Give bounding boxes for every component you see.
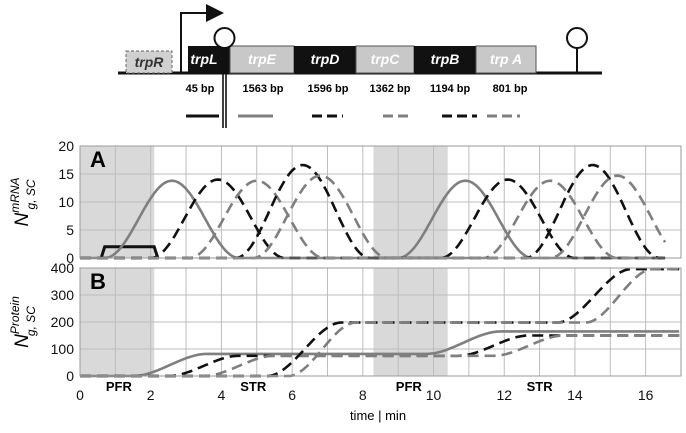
panel-b-ytick-label: 400 (51, 260, 75, 276)
panel-b-ytick-label: 300 (51, 287, 75, 303)
panel-b-xtick-label: 16 (638, 387, 654, 403)
gene-label-trpB: trpB (431, 51, 460, 67)
gene-label-trpR: trpR (135, 54, 165, 70)
panel-b-ytick-label: 200 (51, 314, 75, 330)
promoter-arrowhead (206, 4, 224, 22)
panel-b-xtick-label: 8 (359, 387, 367, 403)
panel-a-frame (79, 145, 682, 259)
panel-b-xtick-label: 0 (76, 387, 84, 403)
panel-a-series (80, 163, 667, 260)
gene-label-trpL: trpL (190, 51, 217, 67)
terminator-hairpin (566, 27, 588, 49)
gene-label-trpE: trpE (248, 51, 277, 67)
panel-a-ytick-label: 10 (58, 194, 74, 210)
panel-letter-b: B (90, 269, 106, 294)
panel-b-xtick-label: 6 (288, 387, 296, 403)
panel-a-series-trpl (99, 245, 160, 259)
period-label: STR (240, 379, 267, 394)
panel-b-xtick-label: 4 (218, 387, 226, 403)
panel-a-ytick-label: 15 (58, 166, 74, 182)
gene-box-trpD (294, 46, 356, 73)
panel-b-y-ticks: 0 100 200 300 400 (51, 260, 75, 384)
period-label: PFR (396, 379, 423, 394)
bp-label-trpD: 1596 bp (308, 83, 349, 95)
gene-box-trpC (355, 45, 415, 74)
bp-label-trpA: 801 bp (493, 83, 528, 95)
gene-box-trpR (125, 50, 173, 74)
panel-b-frame (79, 267, 682, 377)
panel-b-series-trpe (80, 330, 680, 378)
panel-a-ylabel: NmRNA g, SC (8, 177, 38, 226)
bp-label-trpC: 1362 bp (370, 83, 411, 95)
panel-b-ylabel-sub: g, SC (24, 306, 38, 336)
period-label: PFR (106, 379, 133, 394)
gene-label-trpD: trpD (311, 51, 340, 67)
panel-letter-a: A (90, 147, 106, 172)
panel-b-series-trpa (80, 267, 680, 378)
panel-b-series (80, 267, 680, 378)
panel-b-xtick-label: 14 (567, 387, 583, 403)
panel-a: 0 5 10 15 20 A NmRNA g, SC (8, 138, 682, 266)
x-axis-label: time | min (350, 408, 406, 423)
panel-b-period-labels: PFR STR PFR STR (106, 379, 553, 394)
bp-label-trpL: 45 bp (186, 83, 215, 95)
panel-b-xtick-label: 10 (426, 387, 442, 403)
gene-box-trpE (229, 45, 295, 74)
panel-a-ylabel-sup: mRNA (8, 177, 22, 212)
bp-label-trpE: 1563 bp (243, 83, 284, 95)
promoter-arrow (180, 12, 212, 73)
panel-a-series-trpd (80, 178, 666, 260)
operon-diagram: trpR trpL trpE trpD trpC trpB trp A 45 b… (118, 4, 602, 128)
panel-b-ylabel: NProtein g, SC (8, 296, 38, 348)
panel-b-ylabel-main: N (12, 334, 33, 348)
period-label: STR (527, 379, 554, 394)
bp-label-trpB: 1194 bp (430, 83, 471, 95)
panel-b-ytick-label: 100 (51, 341, 75, 357)
panel-a-series-trpa (80, 174, 667, 260)
panel-a-ytick-label: 20 (58, 138, 74, 154)
panel-a-y-ticks: 0 5 10 15 20 (58, 138, 74, 266)
panel-a-ytick-label: 5 (66, 222, 74, 238)
gene-label-trpA: trp A (490, 51, 522, 67)
panel-a-ylabel-sub: g, SC (24, 179, 38, 209)
panel-b-ytick-label: 0 (66, 368, 74, 384)
gene-box-trpA (475, 45, 537, 74)
gene-box-trpB (414, 46, 476, 73)
panel-b-xtick-label: 12 (496, 387, 512, 403)
panel-b-ylabel-sup: Protein (8, 296, 22, 334)
panel-b-xtick-label: 2 (147, 387, 155, 403)
gene-label-trpC: trpC (371, 51, 401, 67)
panel-b: 0 100 200 300 400 0 2 4 6 8 10 12 14 16 PFR STR PFR STR… (8, 260, 682, 423)
attenuator-hairpin (213, 27, 236, 49)
panel-a-ylabel-main: N (12, 213, 33, 227)
panel-b-x-ticks: 0 2 4 6 8 10 12 14 16 (76, 387, 654, 403)
panel-a-ytick-label: 0 (66, 250, 74, 266)
